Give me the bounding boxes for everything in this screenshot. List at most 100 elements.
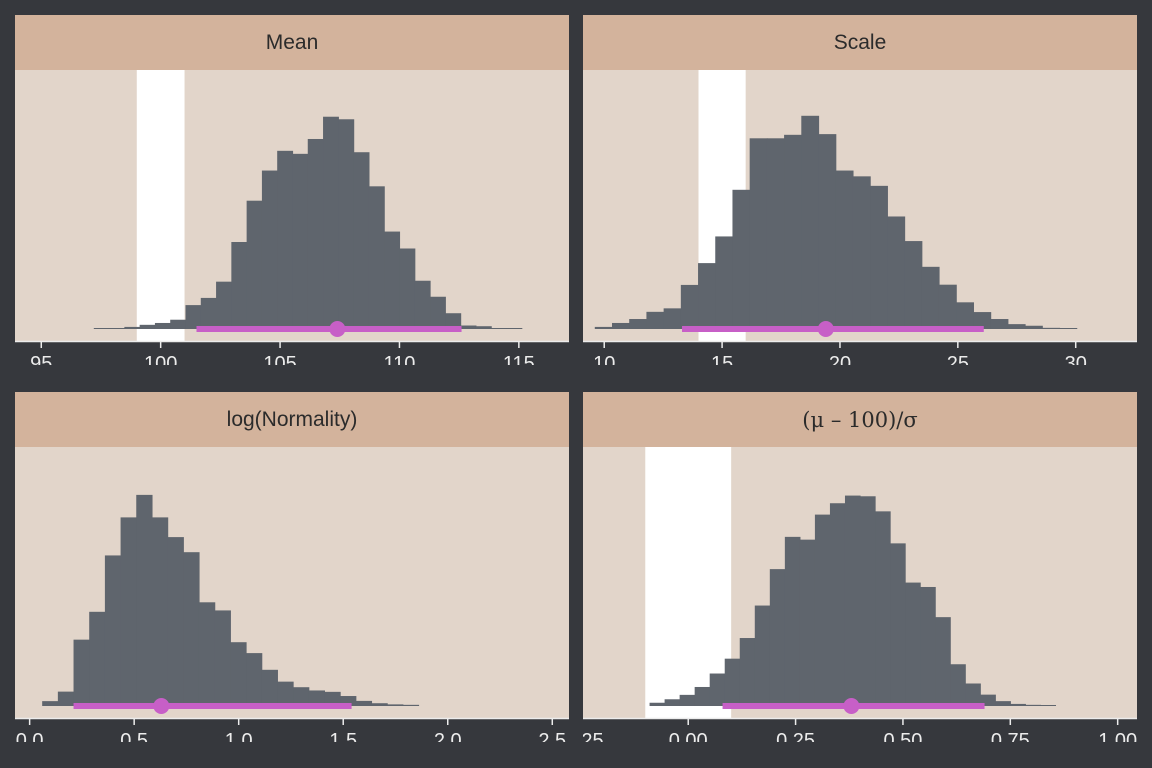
x-tick-label: -0.25 — [583, 730, 604, 742]
plot-area: 0.0 0.5 1.0 1.5 2.0 2.5 — [15, 447, 569, 742]
histogram-bar — [938, 284, 957, 329]
histogram-bar — [844, 495, 861, 706]
histogram-bar — [323, 116, 339, 329]
point-estimate — [843, 698, 860, 714]
histogram-bar — [353, 152, 370, 329]
x-tick-label: 115 — [503, 353, 535, 365]
histogram-bar — [965, 683, 981, 706]
histogram-bar — [246, 200, 263, 329]
histogram-bar — [739, 638, 756, 706]
histogram-bar — [414, 280, 431, 329]
histogram-bar — [154, 322, 171, 329]
histogram-bar — [679, 694, 696, 706]
histogram-bar — [491, 328, 508, 329]
x-tick-label: 1.0 — [225, 730, 253, 742]
histogram-bar — [715, 236, 734, 329]
histogram-bar — [694, 686, 711, 706]
histogram-bar — [724, 658, 741, 706]
histogram-bar — [950, 664, 966, 706]
histogram-bar — [387, 704, 404, 706]
x-tick-label: 1.5 — [329, 730, 357, 742]
histogram-bar — [990, 319, 1009, 329]
plot-area: -0.25 0.00 0.25 0.50 0.75 1.00 — [583, 447, 1137, 742]
histogram-bar — [506, 328, 523, 329]
histogram-bar — [698, 263, 716, 329]
histogram-bar — [136, 494, 153, 706]
histogram-bar — [921, 266, 940, 329]
histogram-bar — [368, 186, 385, 329]
histogram-bar — [749, 138, 768, 329]
histogram-bar — [216, 281, 232, 329]
histogram-bar — [1025, 325, 1043, 329]
histogram-bar — [445, 313, 462, 329]
histogram-bar — [214, 610, 231, 706]
facet-title: Scale — [583, 15, 1137, 70]
histogram-bar — [167, 537, 184, 706]
histogram-bar — [1025, 704, 1041, 706]
histogram-bar — [277, 150, 294, 329]
facet-log-normality: log(Normality) 0.0 0.5 1.0 1.5 2.0 2.5 — [15, 392, 569, 742]
histogram-bar — [905, 582, 921, 706]
histogram-bar — [870, 185, 888, 329]
histogram-bar — [649, 702, 666, 706]
histogram-bar — [875, 511, 891, 706]
x-tick-label: 100 — [144, 353, 177, 365]
histogram-bar — [42, 701, 59, 706]
x-tick-label: 2.5 — [538, 730, 566, 742]
histogram-bar — [261, 669, 278, 706]
x-tick-label: 10 — [593, 353, 615, 365]
facet-mean: Mean 95 100 105 110 115 — [15, 15, 569, 365]
histogram-bar — [104, 555, 122, 706]
histogram-bar — [93, 328, 110, 329]
histogram-bar — [1040, 705, 1057, 706]
histogram-bar — [120, 517, 137, 706]
histogram-bar — [1007, 324, 1026, 329]
histogram-bar — [980, 694, 996, 706]
histogram-bar — [1010, 703, 1026, 706]
histogram-bar — [956, 302, 974, 329]
histogram-bar — [629, 319, 648, 329]
x-tick-label: 20 — [829, 353, 851, 365]
histogram-bar — [814, 514, 831, 706]
histogram-bar — [904, 241, 923, 329]
x-tick-label: 110 — [384, 353, 416, 365]
facet-title: Mean — [15, 15, 569, 70]
facet-title: log(Normality) — [15, 392, 569, 447]
histogram-bar — [89, 611, 106, 706]
x-tick-label: 0.0 — [16, 730, 44, 742]
facet-effect-size: (μ – 100)/σ -0.25 0.00 0.25 0.50 0.75 1.00 — [583, 392, 1137, 742]
histogram-bar — [709, 673, 726, 706]
histogram-bar — [246, 653, 263, 706]
plot-area: 10 15 20 25 30 — [583, 70, 1137, 365]
x-tick-label: 105 — [263, 353, 296, 365]
histogram-bar — [646, 311, 665, 329]
histogram-bar — [277, 681, 294, 706]
histogram-bar — [124, 326, 141, 329]
histogram-bar — [231, 242, 248, 329]
histogram-bar — [818, 134, 837, 329]
histogram-bar — [680, 284, 699, 329]
histogram-bar — [371, 703, 388, 706]
histogram-bar — [109, 328, 125, 329]
histogram-bar — [170, 319, 187, 329]
point-estimate — [153, 698, 170, 714]
histogram-bar — [230, 642, 247, 706]
x-tick-label: 15 — [711, 353, 733, 365]
histogram-bar — [935, 617, 951, 706]
histogram-bar — [799, 539, 816, 706]
histogram-bar — [835, 170, 854, 329]
histogram-bar — [430, 296, 446, 329]
histogram-bar — [338, 119, 355, 329]
histogram-bar — [384, 231, 401, 329]
histogram-bar — [920, 586, 936, 706]
histogram-bar — [801, 115, 820, 330]
histogram-bar — [829, 503, 846, 706]
histogram-bar — [292, 153, 309, 329]
rope-band — [136, 70, 185, 341]
x-tick-label: 2.0 — [434, 730, 462, 742]
histogram-bar — [355, 700, 373, 706]
histogram-bar — [594, 326, 613, 329]
histogram-bar — [887, 216, 906, 329]
histogram-bar — [766, 138, 785, 329]
x-tick-label: 0.50 — [883, 730, 922, 742]
